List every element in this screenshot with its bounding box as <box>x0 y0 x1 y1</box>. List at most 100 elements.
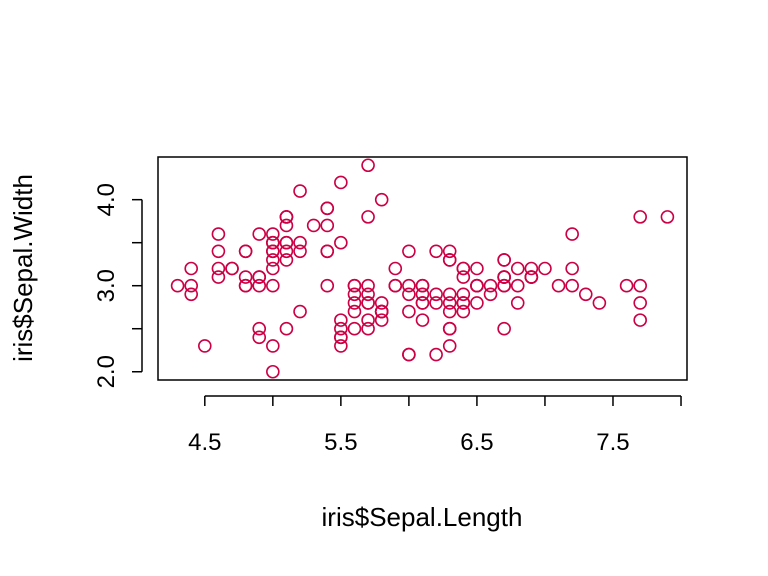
data-point <box>279 321 294 336</box>
data-point <box>211 261 226 276</box>
data-point <box>510 296 525 310</box>
data-point <box>320 244 335 259</box>
data-point <box>374 304 389 319</box>
data-point <box>415 313 430 327</box>
data-point <box>266 235 280 250</box>
data-point <box>334 321 348 336</box>
data-point <box>619 278 634 293</box>
data-point <box>415 278 430 293</box>
data-point <box>388 261 403 276</box>
data-point <box>252 270 267 284</box>
data-point <box>497 253 511 267</box>
x-tick-label: 4.5 <box>188 429 221 456</box>
data-point <box>252 278 267 293</box>
y-tick-label: 2.0 <box>93 355 120 388</box>
data-point <box>293 184 307 198</box>
data-point <box>279 235 294 250</box>
data-point <box>538 261 552 276</box>
data-point <box>429 244 443 259</box>
data-point <box>456 261 471 276</box>
data-point <box>184 278 198 293</box>
data-point <box>510 261 525 276</box>
data-point <box>211 227 226 241</box>
data-point <box>429 347 443 362</box>
data-point <box>238 270 253 284</box>
plot-box <box>157 156 688 381</box>
data-point <box>184 287 198 302</box>
data-point <box>402 244 416 259</box>
data-point <box>293 244 307 259</box>
x-axis: 4.5 5.5 6.5 7.5 <box>188 395 682 456</box>
data-point <box>266 364 280 379</box>
data-point <box>442 244 457 259</box>
data-point <box>470 296 484 310</box>
data-point <box>456 296 471 310</box>
data-point <box>306 218 321 233</box>
data-point <box>279 210 294 224</box>
data-point <box>266 261 280 276</box>
data-point <box>198 339 212 353</box>
data-point <box>293 235 307 250</box>
data-point <box>483 287 498 302</box>
data-point <box>470 261 484 276</box>
data-point <box>347 296 362 310</box>
data-point <box>279 244 294 259</box>
data-point <box>374 313 389 327</box>
data-point <box>347 278 362 293</box>
data-point <box>388 278 403 293</box>
data-point <box>578 287 593 302</box>
data-point <box>279 218 294 233</box>
data-point <box>211 244 226 259</box>
data-point <box>225 261 239 276</box>
data-point <box>592 296 607 310</box>
data-point <box>266 244 280 259</box>
data-point <box>497 278 511 293</box>
data-point <box>293 304 307 319</box>
data-point <box>374 296 389 310</box>
points-layer <box>170 158 675 379</box>
data-point <box>402 304 416 319</box>
x-tick-label: 6.5 <box>460 429 493 456</box>
data-point <box>266 253 280 267</box>
data-point <box>442 296 457 310</box>
x-axis-title: iris$Sepal.Length <box>322 502 523 532</box>
data-point <box>184 261 198 276</box>
data-point <box>442 304 457 319</box>
data-point <box>238 244 253 259</box>
data-point <box>415 296 430 310</box>
data-point <box>347 321 362 336</box>
data-point <box>334 330 348 345</box>
data-point <box>565 278 579 293</box>
data-point <box>320 218 335 233</box>
data-point <box>497 321 511 336</box>
data-point <box>361 158 375 173</box>
data-point <box>456 287 471 302</box>
data-point <box>456 304 471 319</box>
data-point <box>633 278 648 293</box>
data-point <box>334 235 348 250</box>
data-point <box>415 287 430 302</box>
data-point <box>266 339 280 353</box>
data-point <box>402 287 416 302</box>
y-tick-label: 3.0 <box>93 269 120 302</box>
data-point <box>334 313 348 327</box>
data-point <box>633 313 648 327</box>
data-point <box>510 278 525 293</box>
y-tick-label: 4.0 <box>93 183 120 216</box>
data-point <box>402 347 416 362</box>
data-point <box>633 210 648 224</box>
data-point <box>238 278 253 293</box>
data-point <box>211 270 226 284</box>
data-point <box>565 227 579 241</box>
data-point <box>660 210 675 224</box>
data-point <box>279 253 294 267</box>
data-point <box>633 296 648 310</box>
data-point <box>334 175 348 190</box>
data-point <box>347 287 362 302</box>
data-point <box>429 287 443 302</box>
data-point <box>266 278 280 293</box>
data-point <box>347 304 362 319</box>
data-point <box>252 330 267 345</box>
data-point <box>252 227 267 241</box>
data-point <box>361 287 375 302</box>
